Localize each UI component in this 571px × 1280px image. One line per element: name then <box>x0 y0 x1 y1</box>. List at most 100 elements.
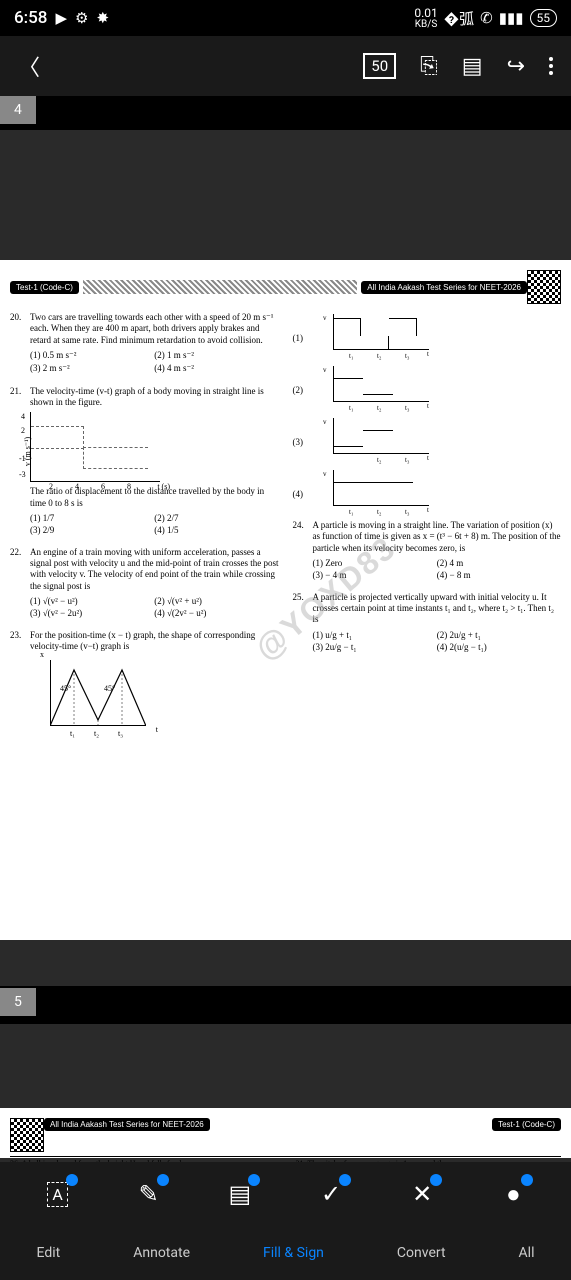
document-viewport[interactable]: Test-1 (Code-C) All India Aakash Test Se… <box>0 130 571 986</box>
q20-opt2: (2) 1 m s⁻² <box>154 350 278 361</box>
qr-code <box>527 270 561 304</box>
cross-tool[interactable]: ✕ <box>400 1172 444 1216</box>
q22-num: 22. <box>10 547 30 620</box>
q22-opt2: (2) √(v² + u²) <box>154 596 278 606</box>
battery-level: 55 <box>530 9 558 27</box>
q24-num: 24. <box>293 520 313 582</box>
q22-opt3: (3) √(v² − 2u²) <box>30 608 154 618</box>
q23-opt2-graph: vtt₁t₂t₃ <box>319 366 429 410</box>
share-icon[interactable]: ↪ <box>507 54 525 79</box>
page-indicator-4: 4 <box>0 96 36 124</box>
q23-num: 23. <box>10 630 30 741</box>
tab-all[interactable]: All <box>519 1245 535 1261</box>
banner-pattern <box>83 280 357 294</box>
app-icon-2: ✸ <box>96 9 109 27</box>
angle1: 45° <box>60 684 71 693</box>
q23-options: (1) vtt₁t₂t₃ (2) vtt₁t₂t₃ (3) vtt₂t₃ (4)… <box>293 312 562 520</box>
qr-code-p2 <box>10 1118 44 1152</box>
q20-opt1: (1) 0.5 m s⁻² <box>30 350 154 361</box>
axx: t <box>156 725 158 734</box>
data-rate: 0.01KB/S <box>414 7 437 30</box>
wifi-icon: �弧 <box>444 8 474 29</box>
q20-text: Two cars are travelling towards each oth… <box>30 312 279 346</box>
more-menu-icon[interactable] <box>549 57 553 75</box>
wifi-call-icon: ✆ <box>480 9 493 27</box>
q22-opt4: (4) √(2v² − u²) <box>154 608 278 618</box>
q25-opt4: (4) 2(u/g − t₁) <box>437 642 561 652</box>
ytick: -3 <box>19 470 26 479</box>
xtick: 4 <box>75 482 79 491</box>
q25-opt1: (1) u/g + t₁ <box>313 630 437 640</box>
doc-viewport-p2[interactable]: All India Aakash Test Series for NEET-20… <box>0 1024 571 1162</box>
ytick: -1 <box>19 454 26 463</box>
pdf-page-5: All India Aakash Test Series for NEET-20… <box>0 1108 571 1158</box>
q24-text: A particle is moving in a straight line.… <box>313 520 562 554</box>
q21-opt4: (4) 1/5 <box>154 525 278 535</box>
youtube-icon: ▶ <box>55 9 67 27</box>
ytick: 4 <box>21 412 25 421</box>
q23-o4: (4) <box>293 489 304 499</box>
search-page-icon[interactable]: ⎘ <box>420 54 438 79</box>
q23-o2: (2) <box>293 385 304 395</box>
q23-o1: (1) <box>293 333 304 343</box>
q20-opt3: (3) 2 m s⁻² <box>30 363 154 374</box>
status-bar: 6:58 ▶ ⚙ ✸ 0.01KB/S �弧 ✆ ▮▮▮ 55 <box>0 0 571 36</box>
question-21: 21. The velocity-time (v-t) graph of a b… <box>10 386 279 537</box>
action-toolbar: A ✎ ▤ ✓ ✕ ● <box>0 1162 571 1226</box>
q25-opt3: (3) 2u/g − t₁ <box>313 642 437 652</box>
outline-icon[interactable]: ▤ <box>462 54 483 79</box>
q21-xlabel: t (s) <box>157 482 170 491</box>
ytick: 2 <box>21 426 25 435</box>
test-code-p2: Test-1 (Code-C) <box>492 1118 561 1131</box>
pdf-page-4: Test-1 (Code-C) All India Aakash Test Se… <box>0 260 571 940</box>
tab-annotate[interactable]: Annotate <box>133 1245 190 1261</box>
signal-icon: ▮▮▮ <box>499 9 524 27</box>
tab-edit[interactable]: Edit <box>37 1245 61 1261</box>
page-counter[interactable]: 50 <box>363 53 396 79</box>
q20-num: 20. <box>10 312 30 376</box>
q21-text2: The ratio of displacement to the distanc… <box>30 486 279 509</box>
q23-opt3-graph: vtt₂t₃ <box>319 418 429 462</box>
sign-tool[interactable]: ✎ <box>127 1172 171 1216</box>
q21-graph: v (m s⁻¹) t (s) 4 2 -1 -3 2 4 6 8 <box>30 412 160 482</box>
xtick: 8 <box>127 482 131 491</box>
series-banner-p2: All India Aakash Test Series for NEET-20… <box>44 1118 210 1131</box>
q24-opt4: (4) − 8 m <box>437 570 561 580</box>
tab-fill-sign[interactable]: Fill & Sign <box>263 1245 324 1261</box>
question-20: 20. Two cars are travelling towards each… <box>10 312 279 376</box>
question-22: 22. An engine of a train moving with uni… <box>10 547 279 620</box>
q24-opt2: (2) 4 m <box>437 558 561 568</box>
q22-text: An engine of a train moving with uniform… <box>30 547 279 592</box>
form-tool[interactable]: ▤ <box>218 1172 262 1216</box>
q23-graph: 45° 45° t₁ t₂ t₃ t x <box>30 656 150 736</box>
q21-opt1: (1) 1/7 <box>30 513 154 523</box>
q23-opt1-graph: vtt₁t₂t₃ <box>319 314 429 358</box>
q21-opt2: (2) 2/7 <box>154 513 278 523</box>
xtick: 6 <box>101 482 105 491</box>
page-indicator-5: 5 <box>0 988 36 1016</box>
xtick: 2 <box>49 482 53 491</box>
q23-opt4-graph: vtt₁t₂t₃ <box>319 470 429 514</box>
q20-opt4: (4) 4 m s⁻² <box>154 363 278 374</box>
q22-opt1: (1) √(v² − u²) <box>30 596 154 606</box>
bottom-tab-bar: Edit Annotate Fill & Sign Convert All <box>0 1226 571 1280</box>
q23-o3: (3) <box>293 437 304 447</box>
app-icon-1: ⚙ <box>75 9 88 27</box>
app-toolbar: 〈 50 ⎘ ▤ ↪ <box>0 36 571 96</box>
q21-text: The velocity-time (v-t) graph of a body … <box>30 386 279 409</box>
t3: t₃ <box>118 729 123 738</box>
tab-convert[interactable]: Convert <box>397 1245 446 1261</box>
q25-opt2: (2) 2u/g + t₁ <box>437 630 561 640</box>
q23-text: For the position-time (x − t) graph, the… <box>30 630 279 653</box>
back-button[interactable]: 〈 <box>18 50 40 82</box>
clock: 6:58 <box>14 8 47 28</box>
dot-tool[interactable]: ● <box>491 1172 535 1216</box>
series-banner: All India Aakash Test Series for NEET-20… <box>361 281 527 294</box>
check-tool[interactable]: ✓ <box>309 1172 353 1216</box>
select-tool[interactable]: A <box>36 1172 80 1216</box>
t1: t₁ <box>70 729 75 738</box>
q21-opt3: (3) 2/9 <box>30 525 154 535</box>
question-23: 23. For the position-time (x − t) graph,… <box>10 630 279 741</box>
test-code-banner: Test-1 (Code-C) <box>10 281 79 294</box>
axy: x <box>40 650 44 659</box>
